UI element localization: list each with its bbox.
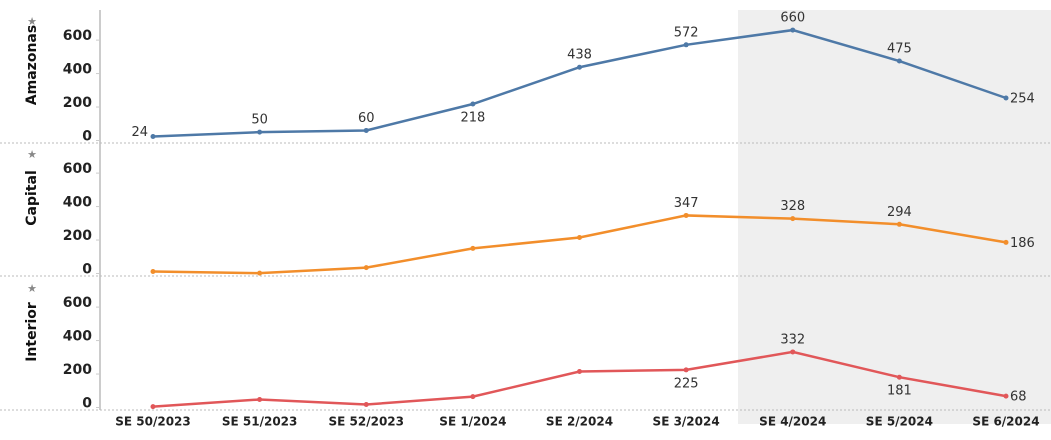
data-label: 475 xyxy=(887,42,912,57)
point xyxy=(150,133,156,139)
point xyxy=(577,369,582,375)
point xyxy=(150,404,156,410)
point xyxy=(363,127,369,133)
point xyxy=(1003,239,1009,245)
x-tick-label: SE 6/2024 xyxy=(972,415,1039,429)
x-tick-label: SE 3/2024 xyxy=(653,415,720,429)
point xyxy=(790,27,796,33)
point xyxy=(896,58,902,64)
panel-label: Capital xyxy=(24,170,40,225)
y-tick-label: 0 xyxy=(82,261,92,277)
data-label: 438 xyxy=(567,48,592,63)
x-tick-label: SE 52/2023 xyxy=(329,415,405,429)
data-label: 254 xyxy=(1010,91,1035,106)
point xyxy=(683,367,689,373)
y-tick-label: 400 xyxy=(63,62,92,78)
y-tick-label: 200 xyxy=(63,228,92,244)
x-tick-label: SE 51/2023 xyxy=(222,415,298,429)
data-label: 332 xyxy=(780,332,805,347)
data-label: 225 xyxy=(674,376,699,391)
pin-icon: ★ xyxy=(27,282,37,295)
point xyxy=(470,245,476,251)
x-tick-label: SE 4/2024 xyxy=(759,415,826,429)
y-tick-label: 200 xyxy=(63,95,92,111)
point xyxy=(257,270,263,276)
point xyxy=(257,396,263,402)
point xyxy=(150,268,156,274)
x-tick-label: SE 2/2024 xyxy=(546,415,613,429)
point xyxy=(257,129,263,135)
y-tick-label: 600 xyxy=(63,161,92,177)
data-label: 328 xyxy=(780,199,805,214)
highlight-band xyxy=(738,10,1051,424)
y-tick-label: 200 xyxy=(63,362,92,378)
point xyxy=(790,216,796,222)
x-tick-label: SE 1/2024 xyxy=(439,415,506,429)
y-tick-label: 400 xyxy=(63,195,92,211)
data-label: 347 xyxy=(674,196,699,211)
y-tick-label: 0 xyxy=(82,128,92,144)
y-tick-label: 400 xyxy=(63,329,92,345)
data-label: 68 xyxy=(1010,390,1027,405)
point xyxy=(1003,393,1009,399)
point xyxy=(470,394,476,400)
y-tick-label: 0 xyxy=(82,395,92,411)
point xyxy=(683,42,689,48)
pin-icon: ★ xyxy=(27,15,37,28)
point xyxy=(1003,95,1009,101)
y-tick-label: 600 xyxy=(63,295,92,311)
pin-icon: ★ xyxy=(27,148,37,161)
point xyxy=(896,221,902,227)
data-label: 50 xyxy=(251,113,268,128)
x-tick-label: SE 50/2023 xyxy=(115,415,191,429)
point xyxy=(470,101,476,107)
data-label: 660 xyxy=(780,11,805,26)
x-tick-label: SE 5/2024 xyxy=(866,415,933,429)
data-label: 218 xyxy=(460,111,485,126)
point xyxy=(896,374,902,380)
panel-label: Interior xyxy=(24,302,40,362)
y-tick-label: 600 xyxy=(63,28,92,44)
data-label: 60 xyxy=(358,111,375,126)
point xyxy=(363,265,369,271)
data-label: 186 xyxy=(1010,236,1035,251)
data-label: 294 xyxy=(887,205,912,220)
data-label: 24 xyxy=(131,125,148,140)
point xyxy=(577,235,582,241)
panel-label: Amazonas xyxy=(24,25,40,105)
data-label: 572 xyxy=(674,25,699,40)
data-label: 181 xyxy=(887,384,912,399)
point xyxy=(577,64,582,70)
point xyxy=(363,401,369,407)
point xyxy=(790,349,796,355)
point xyxy=(683,212,689,218)
